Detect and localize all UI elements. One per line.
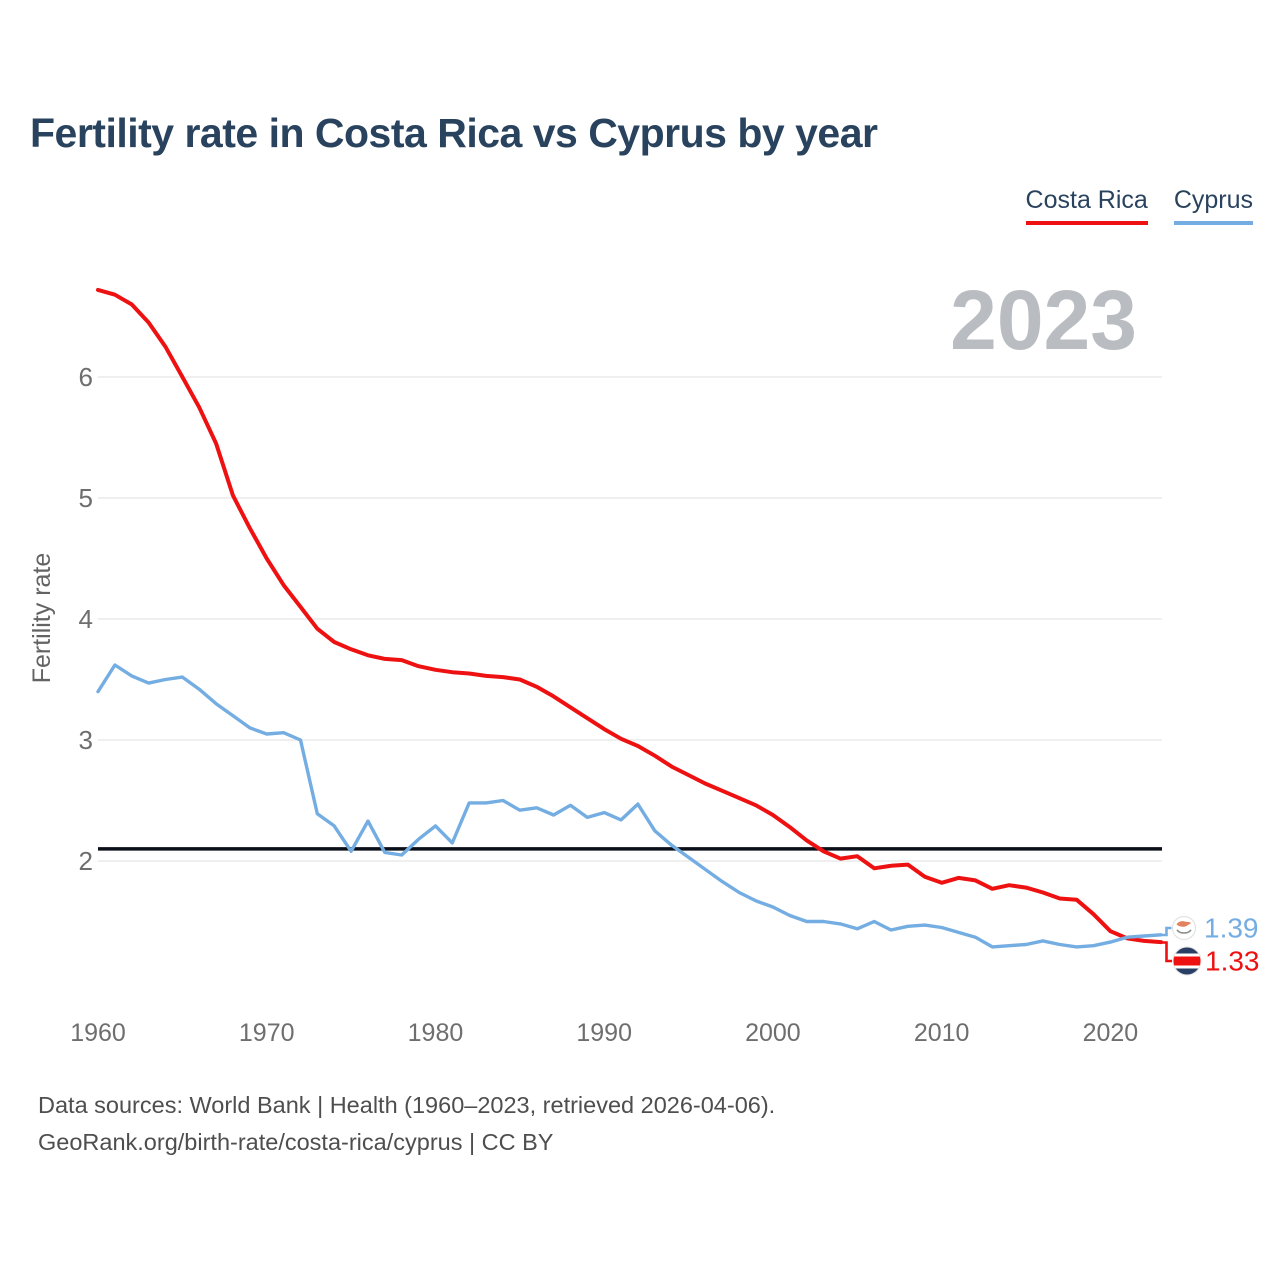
- footer-data-sources: Data sources: World Bank | Health (1960–…: [38, 1092, 776, 1118]
- x-tick-label-1990: 1990: [576, 1019, 632, 1047]
- costa-rica-end-value: 1.33: [1205, 946, 1260, 977]
- gridlines: [98, 376, 1162, 862]
- y-tick-label-5: 5: [79, 483, 93, 513]
- x-axis-tick-labels: 1960 1970 1980 1990 2000 2010 2020: [70, 1019, 1138, 1047]
- cyprus-endpoint-connector: [1161, 926, 1172, 937]
- y-axis-title: Fertility rate: [28, 553, 56, 684]
- y-tick-label-4: 4: [79, 604, 93, 634]
- costa-rica-flag-icon: [1172, 946, 1202, 976]
- series-lines: [96, 287, 1163, 949]
- legend: Costa Rica Cyprus: [1025, 186, 1253, 225]
- legend-item-cyprus[interactable]: Cyprus: [1173, 186, 1253, 225]
- x-tick-label-2000: 2000: [745, 1019, 801, 1047]
- y-axis-tick-labels: 2 3 4 5 6: [79, 362, 93, 876]
- x-tick-label-1970: 1970: [239, 1019, 295, 1047]
- costa-rica-endpoint-connector: [1161, 941, 1172, 963]
- x-tick-label-2010: 2010: [914, 1019, 970, 1047]
- footer: Data sources: World Bank | Health (1960–…: [38, 1087, 775, 1161]
- cyprus-line[interactable]: [96, 663, 1163, 949]
- watermark-year: 2023: [950, 273, 1137, 367]
- y-tick-label-6: 6: [79, 362, 93, 392]
- costa-rica-line[interactable]: [96, 287, 1163, 945]
- cyprus-flag-icon: [1171, 915, 1197, 941]
- y-tick-label-3: 3: [79, 725, 93, 755]
- x-tick-label-1960: 1960: [70, 1019, 126, 1047]
- x-tick-label-2020: 2020: [1083, 1019, 1139, 1047]
- y-tick-label-2: 2: [79, 846, 93, 876]
- footer-attribution: GeoRank.org/birth-rate/costa-rica/cyprus…: [38, 1129, 554, 1155]
- legend-item-costa-rica[interactable]: Costa Rica: [1025, 186, 1148, 225]
- x-tick-label-1980: 1980: [408, 1019, 464, 1047]
- page-title: Fertility rate in Costa Rica vs Cyprus b…: [30, 110, 878, 156]
- cyprus-end-value: 1.39: [1204, 913, 1259, 944]
